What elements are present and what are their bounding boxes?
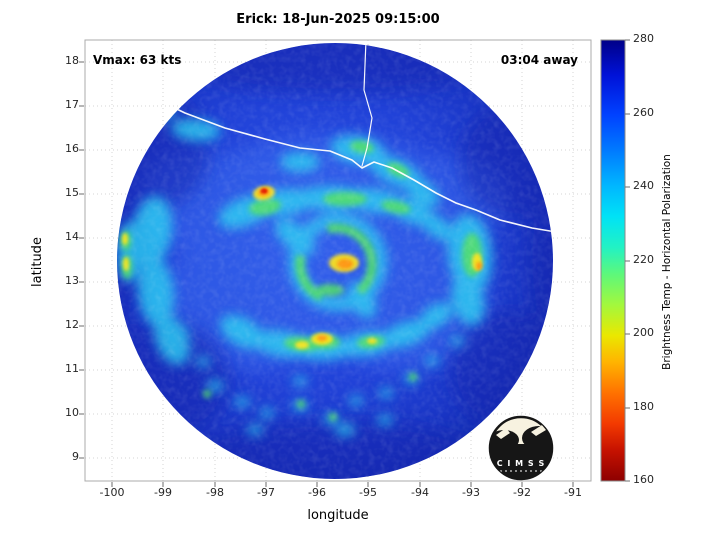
cimss-logo-text: C I M S S [497, 459, 545, 468]
colorbar [600, 39, 630, 482]
cimss-logo: C I M S S [488, 415, 554, 481]
axes-frame [79, 39, 592, 487]
satellite-swath-image [117, 43, 553, 479]
